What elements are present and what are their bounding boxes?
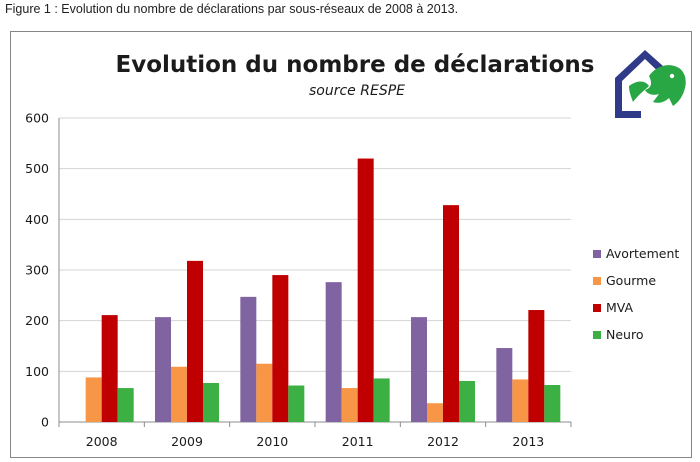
plot-area: 0 100 200 300 400 500 600 2008 2009 2010 2011 2012 2… <box>25 111 572 449</box>
y-tick-label: 0 <box>41 415 49 430</box>
bar-neuro-2009 <box>203 382 219 422</box>
bar-mva-2009 <box>187 260 203 422</box>
y-tick-label: 600 <box>25 111 49 126</box>
x-tick-label: 2008 <box>86 434 118 449</box>
bar-gourme-2009 <box>171 366 187 422</box>
bar-avortement-2012 <box>411 317 427 422</box>
y-tick-label: 300 <box>25 263 49 278</box>
legend-label-avortement: Avortement <box>606 246 679 261</box>
bar-gourme-2012 <box>427 403 443 422</box>
chart-legend: Avortement Gourme MVA Neuro <box>593 246 679 342</box>
bar-mva-2013 <box>528 310 545 422</box>
bar-avortement-2011 <box>325 282 342 422</box>
bar-mva-2012 <box>443 205 459 422</box>
bar-gourme-2010 <box>256 363 273 422</box>
x-tick-label: 2009 <box>171 434 203 449</box>
y-tick-label: 500 <box>25 161 49 176</box>
legend-swatch-gourme <box>593 277 601 285</box>
y-tick-label: 100 <box>25 364 49 379</box>
bar-mva-2011 <box>357 158 374 422</box>
legend-swatch-mva <box>593 304 601 312</box>
bar-avortement-2010 <box>240 296 257 422</box>
x-tick-label: 2010 <box>256 434 288 449</box>
legend-label-gourme: Gourme <box>606 273 656 288</box>
bar-chart: Evolution du nombre de déclarations sour… <box>25 50 686 449</box>
bar-neuro-2008 <box>117 388 134 422</box>
logo-horse-mane <box>629 81 649 102</box>
y-tick-label: 200 <box>25 313 49 328</box>
chart-title: Evolution du nombre de déclarations <box>115 52 594 78</box>
legend-label-mva: MVA <box>606 300 634 315</box>
bar-neuro-2010 <box>288 385 305 422</box>
bar-neuro-2012 <box>459 380 475 422</box>
chart-frame: Evolution du nombre de déclarations sour… <box>10 31 692 458</box>
y-tick-label: 400 <box>25 212 49 227</box>
respe-horse-logo <box>615 50 686 118</box>
bar-avortement-2013 <box>496 348 513 422</box>
bar-mva-2010 <box>272 275 289 422</box>
logo-horse-eye <box>669 73 675 79</box>
legend-label-neuro: Neuro <box>606 327 643 342</box>
logo-house-outline <box>615 50 672 118</box>
logo-horse-head <box>645 65 686 106</box>
x-tick-label: 2011 <box>342 434 374 449</box>
chart-subtitle: source RESPE <box>309 83 405 99</box>
bar-gourme-2013 <box>512 379 529 422</box>
bar-mva-2008 <box>101 315 118 422</box>
bar-avortement-2009 <box>155 317 171 422</box>
x-tick-label: 2012 <box>427 434 459 449</box>
bar-gourme-2008 <box>85 377 102 422</box>
bar-neuro-2011 <box>373 378 390 422</box>
legend-swatch-neuro <box>593 331 601 339</box>
x-tick-label: 2013 <box>512 434 544 449</box>
bar-neuro-2013 <box>544 385 561 422</box>
bar-gourme-2011 <box>341 388 358 422</box>
legend-swatch-avortement <box>593 250 601 258</box>
figure-caption: Figure 1 : Evolution du nombre de déclar… <box>5 2 459 16</box>
